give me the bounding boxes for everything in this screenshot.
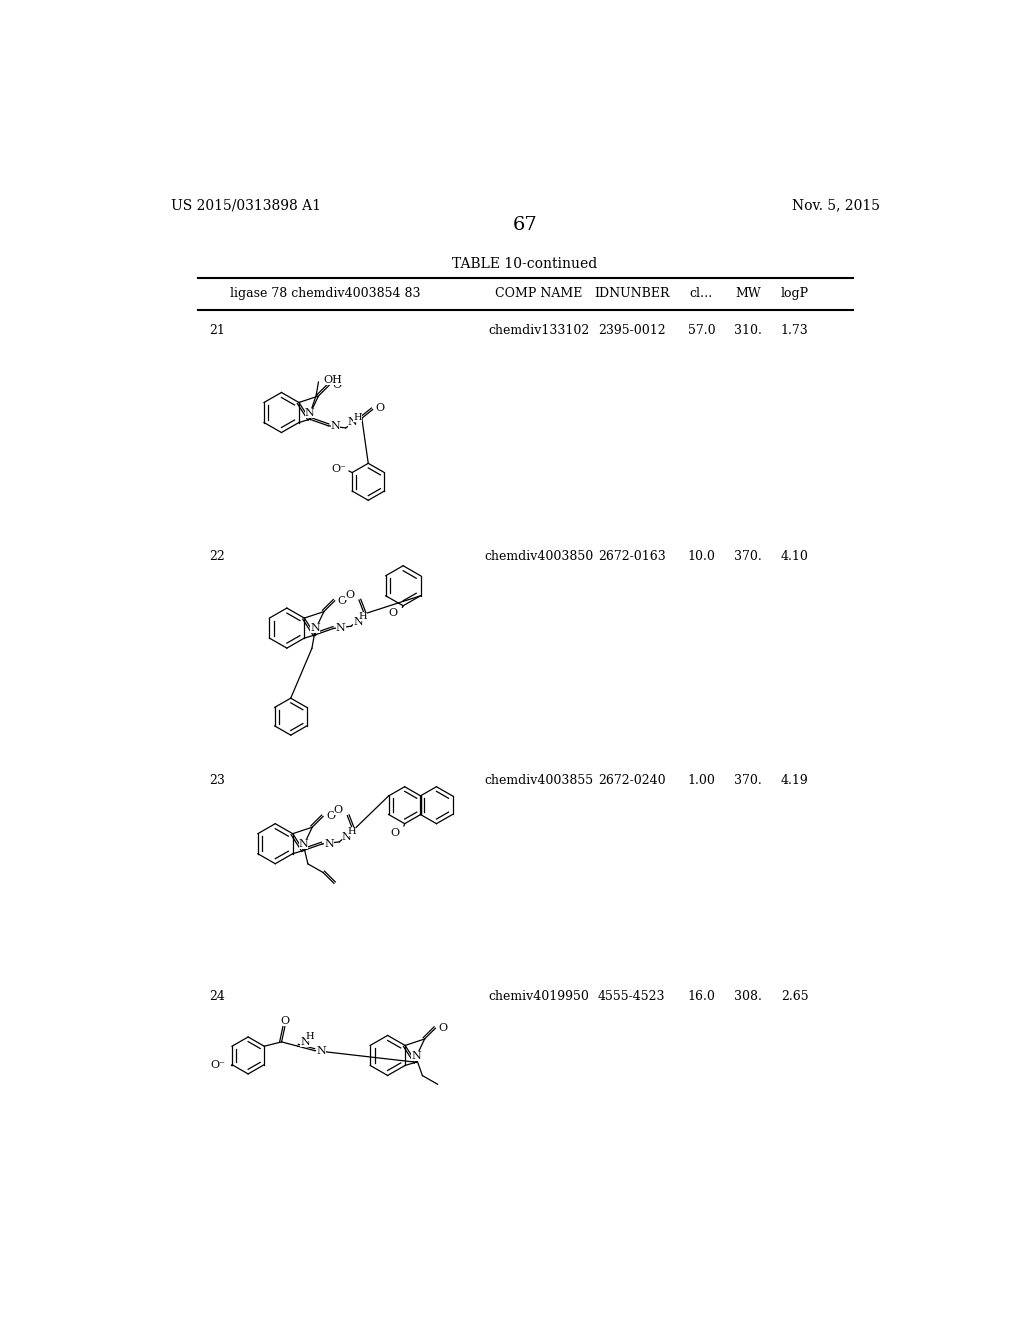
Text: O: O — [438, 1023, 447, 1034]
Text: 4555-4523: 4555-4523 — [598, 990, 666, 1003]
Text: 2395-0012: 2395-0012 — [598, 323, 666, 337]
Text: O: O — [390, 828, 399, 838]
Text: 4.19: 4.19 — [780, 775, 808, 788]
Text: N: N — [299, 840, 308, 849]
Text: N: N — [353, 616, 364, 627]
Text: O⁻: O⁻ — [211, 1060, 226, 1069]
Text: OH: OH — [324, 375, 342, 385]
Text: N: N — [331, 421, 340, 430]
Text: 24: 24 — [209, 990, 225, 1003]
Text: TABLE 10-continued: TABLE 10-continued — [453, 257, 597, 271]
Text: Nov. 5, 2015: Nov. 5, 2015 — [792, 198, 880, 213]
Text: 22: 22 — [209, 549, 225, 562]
Text: logP: logP — [780, 286, 809, 300]
Text: O: O — [338, 595, 347, 606]
Text: 16.0: 16.0 — [687, 990, 716, 1003]
Text: 310.: 310. — [734, 323, 762, 337]
Text: 2672-0240: 2672-0240 — [598, 775, 666, 788]
Text: 67: 67 — [512, 216, 538, 234]
Text: H: H — [347, 828, 355, 837]
Text: 10.0: 10.0 — [687, 549, 716, 562]
Text: chemdiv4003855: chemdiv4003855 — [484, 775, 593, 788]
Text: 1.00: 1.00 — [687, 775, 716, 788]
Text: 57.0: 57.0 — [688, 323, 716, 337]
Text: N: N — [310, 623, 321, 634]
Text: COMP NAME: COMP NAME — [495, 286, 583, 300]
Text: H: H — [353, 413, 361, 421]
Text: O: O — [334, 805, 343, 816]
Text: H: H — [358, 611, 368, 620]
Text: 2672-0163: 2672-0163 — [598, 549, 666, 562]
Text: ligase 78 chemdiv4003854 83: ligase 78 chemdiv4003854 83 — [230, 286, 421, 300]
Text: cl…: cl… — [690, 286, 713, 300]
Text: O: O — [388, 607, 397, 618]
Text: N: N — [300, 1036, 310, 1047]
Text: N: N — [325, 840, 334, 849]
Text: 1.73: 1.73 — [780, 323, 808, 337]
Text: 21: 21 — [209, 323, 225, 337]
Text: 370.: 370. — [734, 549, 762, 562]
Text: 2.65: 2.65 — [780, 990, 808, 1003]
Text: O: O — [333, 380, 342, 391]
Text: O: O — [345, 590, 354, 599]
Text: N: N — [336, 623, 346, 634]
Text: chemiv4019950: chemiv4019950 — [488, 990, 589, 1003]
Text: IDNUNBER: IDNUNBER — [594, 286, 670, 300]
Text: chemdiv133102: chemdiv133102 — [488, 323, 590, 337]
Text: 308.: 308. — [734, 990, 762, 1003]
Text: O: O — [281, 1016, 290, 1027]
Text: N: N — [305, 408, 314, 418]
Text: N: N — [342, 832, 351, 842]
Text: H: H — [305, 1032, 314, 1040]
Text: 4.10: 4.10 — [780, 549, 808, 562]
Text: US 2015/0313898 A1: US 2015/0313898 A1 — [171, 198, 321, 213]
Text: 23: 23 — [209, 775, 225, 788]
Text: MW: MW — [735, 286, 761, 300]
Text: O: O — [376, 403, 385, 413]
Text: O⁻: O⁻ — [331, 465, 346, 474]
Text: N: N — [348, 417, 357, 426]
Text: N: N — [316, 1045, 327, 1056]
Text: N: N — [411, 1051, 421, 1061]
Text: 370.: 370. — [734, 775, 762, 788]
Text: chemdiv4003850: chemdiv4003850 — [484, 549, 593, 562]
Text: O: O — [327, 812, 335, 821]
